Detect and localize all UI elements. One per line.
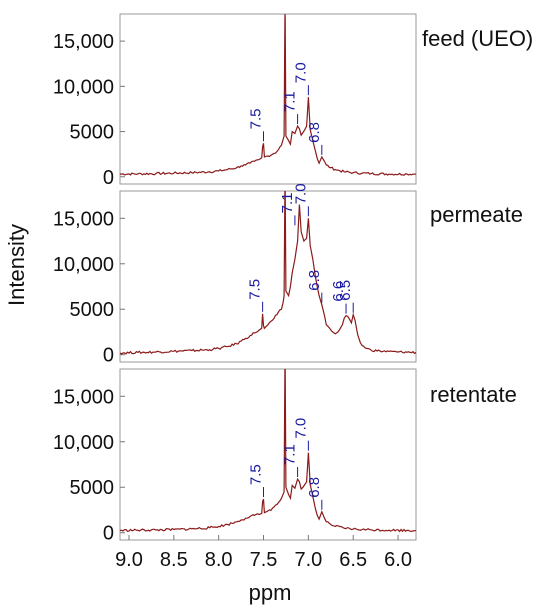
peak-label: 7.1 [282, 91, 299, 112]
x-tick-label: 6.5 [339, 549, 367, 571]
x-tick-label: 7.0 [294, 549, 322, 571]
y-tick-label: 15,000 [53, 31, 114, 53]
x-tick-label: 9.0 [115, 549, 143, 571]
y-tick-label: 10,000 [53, 76, 114, 98]
spectrum-line-1 [120, 191, 416, 355]
peak-label: 7.1 [279, 193, 296, 214]
peak-label: 7.1 [282, 444, 299, 465]
y-tick-label: 15,000 [53, 208, 114, 230]
panel-2: 0 5000 10,000 15,000 7.5 7.17.0 6.8 6.66.5 perme… [53, 183, 523, 366]
x-tick-label: 7.5 [250, 549, 278, 571]
peak-label: 6.8 [306, 270, 323, 291]
x-tick-label: 8.5 [160, 549, 188, 571]
y-tick-label: 15,000 [53, 386, 114, 408]
y-tick-label: 10,000 [53, 254, 114, 276]
plot-frame [119, 190, 417, 363]
peak-label: 7.5 [248, 464, 265, 485]
panel-3: 0 5000 10,000 15,000 9.0 8.5 8.0 7.5 7.0 6.5 6.0 7.… [53, 368, 517, 571]
peak-label: 6.5 [337, 280, 354, 301]
peak-label: 7.0 [292, 418, 309, 439]
y-tick-label: 5000 [70, 122, 115, 144]
x-tick-label: 6.0 [384, 549, 412, 571]
panel-label: permeate [430, 202, 523, 227]
peak-label: 7.0 [292, 183, 309, 204]
y-tick-label: 0 [103, 523, 114, 545]
y-tick-label: 10,000 [53, 432, 114, 454]
y-tick-label: 5000 [70, 477, 115, 499]
panel-label: retentate [430, 382, 517, 407]
x-axis-title: ppm [249, 580, 292, 605]
y-tick-label: 0 [103, 167, 114, 189]
peak-label: 7.5 [248, 108, 265, 129]
panel-1: 0 5000 10,000 15,000 7.5 7.1 7.0 6.8 feed (UEO) [53, 13, 533, 189]
x-tick-label: 8.0 [205, 549, 233, 571]
peak-label: 7.0 [292, 62, 309, 83]
panel-label: feed (UEO) [422, 26, 533, 51]
peak-label: 6.8 [306, 477, 323, 498]
y-axis-title: Intensity [4, 224, 29, 306]
plot-frame [119, 13, 417, 185]
peak-label: 6.8 [306, 122, 323, 143]
peak-label: 7.5 [247, 279, 264, 300]
peak-label: 6.6 [330, 281, 347, 302]
spectrum-line-1 [120, 14, 416, 176]
y-tick-label: 0 [103, 345, 114, 367]
plot-frame [119, 368, 417, 541]
y-tick-label: 5000 [70, 299, 115, 321]
spectrum-line-1 [120, 369, 416, 533]
